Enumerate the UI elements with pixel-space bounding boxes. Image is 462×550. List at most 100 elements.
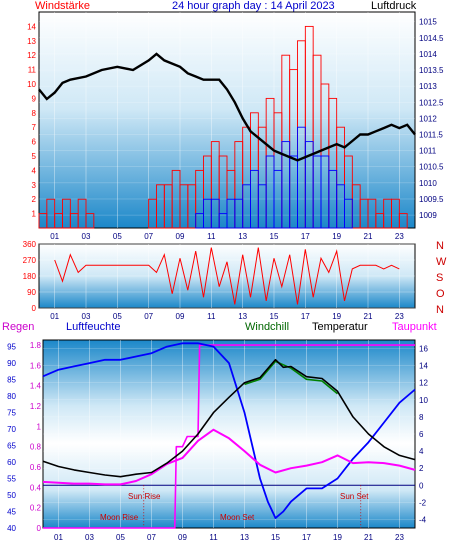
temperature-y-tick-label: 12 xyxy=(419,379,428,388)
x-tick-label: 19 xyxy=(332,312,341,321)
x-tick-label: 23 xyxy=(395,533,404,542)
wind-y-tick-label: 2 xyxy=(32,195,37,204)
pressure-y-tick-label: 1010.5 xyxy=(419,163,444,172)
humidity-y-tick-label: 95 xyxy=(7,343,16,352)
x-tick-label: 19 xyxy=(332,232,341,241)
temperature-y-tick-label: 0 xyxy=(419,481,424,490)
rain-y-tick-label: 1.6 xyxy=(30,361,42,370)
pressure-right-label: Luftdruck xyxy=(371,0,417,12)
compass-w: W xyxy=(436,256,447,268)
x-tick-label: 01 xyxy=(54,533,63,542)
compass-n-top: N xyxy=(436,240,444,252)
annotation-moon-rise: Moon Rise xyxy=(100,513,139,522)
compass-s: S xyxy=(436,272,443,284)
panel3-plot-area xyxy=(42,339,416,529)
humidity-y-tick-label: 55 xyxy=(7,475,16,484)
tick-labels: 01 03 05 07 09 11 13 15 17 19 21 231234567891011121… xyxy=(7,18,444,542)
temperature-y-tick-label: 6 xyxy=(419,430,424,439)
direction-y-tick-label: 90 xyxy=(27,288,36,297)
temperature-y-tick-label: -2 xyxy=(419,498,427,507)
pressure-y-tick-label: 1013 xyxy=(419,82,437,91)
dewpoint-line xyxy=(42,428,416,486)
chart-marks xyxy=(38,25,416,529)
x-tick-label: 13 xyxy=(240,533,249,542)
compass-n-bottom: N xyxy=(436,304,444,316)
annotation-sun-rise: Sun Rise xyxy=(128,492,161,501)
pressure-y-tick-label: 1009 xyxy=(419,211,437,220)
rain-y-tick-label: 0.8 xyxy=(30,443,42,452)
wind-y-tick-label: 6 xyxy=(32,138,37,147)
humidity-y-tick-label: 90 xyxy=(7,359,16,368)
rain-y-tick-label: 1.2 xyxy=(30,402,42,411)
wind-direction-line xyxy=(54,247,400,305)
x-tick-label: 21 xyxy=(364,312,373,321)
x-tick-label: 05 xyxy=(113,232,122,241)
pressure-y-tick-label: 1011.5 xyxy=(419,131,443,140)
pressure-y-tick-label: 1009.5 xyxy=(419,195,444,204)
x-tick-label: 15 xyxy=(270,232,279,241)
wind-y-tick-label: 4 xyxy=(32,166,37,175)
x-tick-label: 17 xyxy=(301,312,310,321)
pressure-y-tick-label: 1010 xyxy=(419,179,437,188)
rain-y-tick-label: 0.6 xyxy=(30,463,42,472)
compass-o: O xyxy=(436,288,445,300)
temperature-y-tick-label: 4 xyxy=(419,447,424,456)
humidity-line xyxy=(42,342,416,519)
humidity-y-tick-label: 60 xyxy=(7,458,16,467)
wind-y-tick-label: 13 xyxy=(27,37,36,46)
pressure-y-tick-label: 1013.5 xyxy=(419,66,444,75)
rain-y-tick-label: 1 xyxy=(37,422,42,431)
pressure-y-tick-label: 1012.5 xyxy=(419,98,444,107)
rain-label: Regen xyxy=(2,321,34,333)
x-tick-label: 03 xyxy=(82,312,91,321)
humidity-y-tick-label: 80 xyxy=(7,392,16,401)
x-tick-label: 11 xyxy=(207,312,216,321)
x-tick-label: 19 xyxy=(333,533,342,542)
temperature-y-tick-label: -4 xyxy=(419,515,427,524)
x-tick-label: 11 xyxy=(209,533,218,542)
x-tick-label: 17 xyxy=(301,232,310,241)
humidity-y-tick-label: 45 xyxy=(7,508,16,517)
temperature-y-tick-label: 14 xyxy=(419,362,428,371)
humidity-y-tick-label: 40 xyxy=(7,524,16,533)
temperature-label: Temperatur xyxy=(312,321,368,333)
humidity-label: Luftfeuchte xyxy=(66,321,120,333)
x-tick-label: 03 xyxy=(85,533,94,542)
wind-y-tick-label: 14 xyxy=(27,22,36,31)
temperature-y-tick-label: 8 xyxy=(419,413,424,422)
x-tick-label: 13 xyxy=(238,312,247,321)
temperature-y-tick-label: 16 xyxy=(419,345,428,354)
windchill-label: Windchill xyxy=(245,321,289,333)
wind-y-tick-label: 5 xyxy=(32,152,37,161)
wind-y-tick-label: 12 xyxy=(27,51,36,60)
humidity-y-tick-label: 85 xyxy=(7,376,16,385)
humidity-y-tick-label: 75 xyxy=(7,409,16,418)
wind-y-tick-label: 10 xyxy=(27,80,36,89)
wind-y-tick-label: 8 xyxy=(32,109,37,118)
direction-y-tick-label: 180 xyxy=(23,272,37,281)
wind-y-tick-label: 7 xyxy=(32,123,37,132)
x-tick-label: 15 xyxy=(271,533,280,542)
x-tick-label: 15 xyxy=(270,312,279,321)
x-tick-label: 11 xyxy=(207,232,216,241)
x-tick-label: 21 xyxy=(364,533,373,542)
pressure-y-tick-label: 1012 xyxy=(419,114,437,123)
pressure-y-tick-label: 1014.5 xyxy=(419,34,444,43)
wind-gust-bar xyxy=(85,213,95,229)
wind-y-tick-label: 1 xyxy=(32,210,37,219)
dewpoint-label: Taupunkt xyxy=(392,321,437,333)
direction-y-tick-label: 270 xyxy=(23,256,37,265)
x-tick-label: 05 xyxy=(116,533,125,542)
x-tick-label: 09 xyxy=(176,312,185,321)
annotation-sun-set: Sun Set xyxy=(340,492,369,501)
x-tick-label: 23 xyxy=(395,232,404,241)
x-tick-label: 23 xyxy=(395,312,404,321)
wind-y-tick-label: 3 xyxy=(32,181,37,190)
wind-left-label: Windstärke xyxy=(35,0,90,12)
temperature-y-tick-label: 10 xyxy=(419,396,428,405)
temperature-line xyxy=(42,358,416,478)
direction-y-tick-label: 0 xyxy=(32,304,37,313)
x-tick-label: 21 xyxy=(364,232,373,241)
